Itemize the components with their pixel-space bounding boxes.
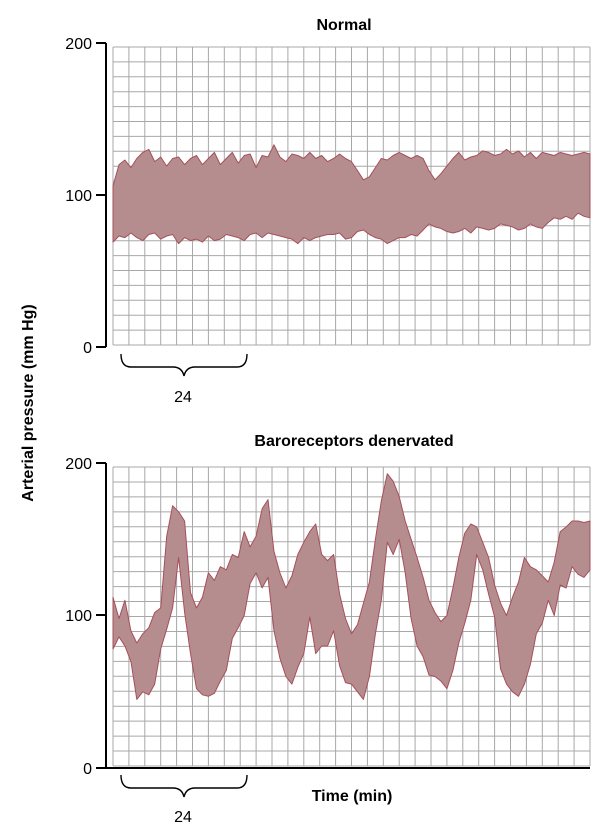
y-tick-label: 200 bbox=[65, 36, 92, 53]
time-scale-brace bbox=[120, 774, 248, 798]
pressure-band bbox=[112, 473, 591, 700]
y-tick-label: 200 bbox=[65, 456, 92, 473]
y-tick-label: 0 bbox=[83, 761, 92, 778]
y-tick-label: 100 bbox=[65, 188, 92, 205]
time-scale-brace bbox=[120, 353, 248, 377]
pressure-band bbox=[112, 144, 591, 245]
y-tick-label: 0 bbox=[83, 340, 92, 357]
chart-title: Baroreceptors denervated bbox=[254, 433, 453, 450]
chart-panel-normal: Normal 200 100 0 24 bbox=[65, 17, 591, 406]
chart-title: Normal bbox=[316, 17, 371, 34]
time-scale-label: 24 bbox=[174, 389, 192, 406]
time-scale-label: 24 bbox=[174, 809, 192, 826]
y-tick-label: 100 bbox=[65, 608, 92, 625]
x-axis-label: Time (min) bbox=[312, 788, 393, 805]
chart-panel-denervated: Baroreceptors denervated 200 100 0 24 Ti… bbox=[65, 433, 591, 826]
y-axis-label: Arterial pressure (mm Hg) bbox=[20, 304, 37, 501]
